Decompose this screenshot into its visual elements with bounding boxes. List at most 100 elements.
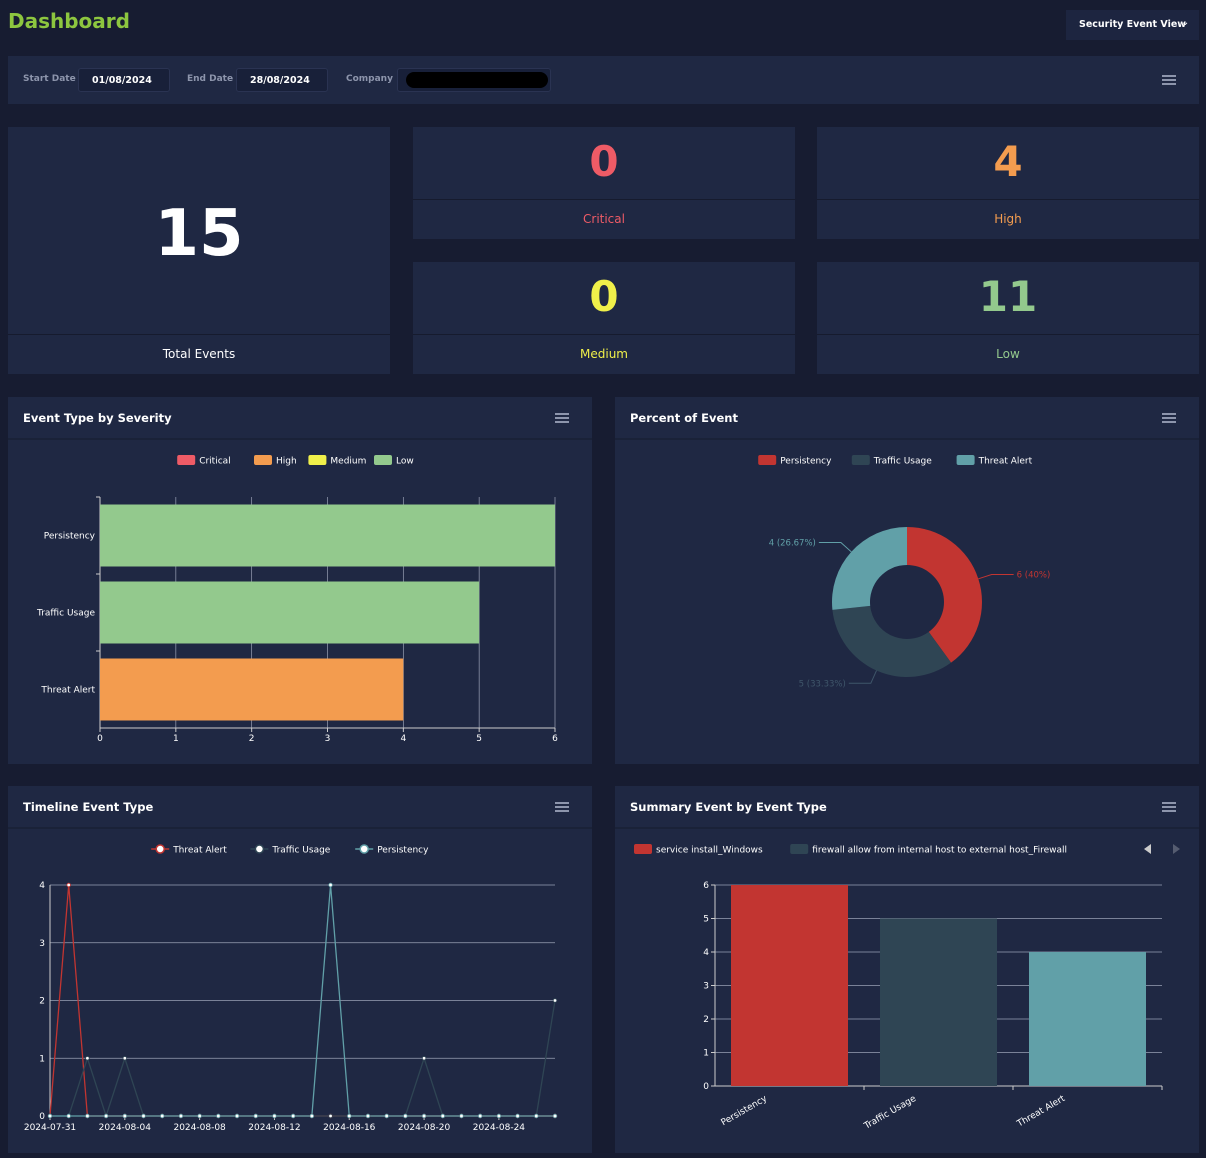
bar — [100, 658, 404, 721]
point — [534, 1113, 539, 1119]
divider — [413, 334, 795, 335]
legend-symbol — [790, 844, 809, 854]
divider — [8, 334, 390, 335]
leader-line — [978, 573, 1014, 580]
series-line — [50, 884, 555, 1117]
x-tick-label: 4 — [400, 734, 406, 744]
pager-prev[interactable] — [1144, 844, 1151, 854]
legend-label: Persistency — [377, 846, 429, 856]
legend-label: Alert Non-Blocke — [1163, 846, 1199, 856]
stat-card: 15 Total Events — [8, 127, 390, 374]
chart-title: Percent of Event — [630, 411, 738, 425]
stat-card: 11 Low — [817, 262, 1199, 374]
company-input[interactable] — [397, 68, 551, 92]
leader-line — [818, 541, 852, 553]
y-tick-label: Persistency — [44, 532, 96, 542]
y-tick-label: 0 — [703, 1082, 709, 1092]
x-tick-label: 2024-08-04 — [99, 1123, 152, 1133]
chart-title: Event Type by Severity — [23, 411, 172, 425]
point — [197, 1113, 202, 1119]
date-input[interactable]: 01/08/2024 — [78, 68, 170, 92]
legend-symbol — [155, 844, 165, 854]
chart-panel: Percent of Event Persistency Traffic Usage… — [615, 397, 1199, 764]
point — [66, 1113, 71, 1119]
x-tick-label: 2 — [249, 734, 255, 744]
stat-label: Medium — [580, 347, 628, 361]
point — [234, 1113, 240, 1119]
point — [421, 1113, 427, 1119]
view-select-text: Security Event View — [1079, 19, 1187, 30]
point — [347, 1113, 352, 1119]
chart: Event Type by Severity Critical High Medium… — [8, 411, 592, 744]
legend-label: Critical — [199, 457, 230, 467]
stat-label: High — [994, 212, 1022, 226]
point — [440, 1113, 445, 1119]
point — [403, 1113, 408, 1119]
page-title: Dashboard — [8, 9, 130, 33]
point — [328, 882, 333, 888]
menu-icon[interactable] — [1162, 413, 1176, 423]
bar — [100, 504, 555, 567]
legend-symbol — [374, 455, 392, 465]
redaction — [406, 72, 548, 88]
x-tick-label: 6 — [552, 734, 558, 744]
point — [178, 1113, 184, 1119]
legend-label: service install_Windows — [656, 846, 763, 856]
point — [328, 1113, 333, 1119]
point — [421, 1056, 427, 1061]
point — [552, 1113, 558, 1119]
bar — [880, 918, 997, 1086]
stat-value: 0 — [589, 272, 619, 321]
chart-panel: Timeline Event Type Threat Alert Traffic U… — [8, 786, 592, 1153]
legend-symbol — [254, 455, 272, 465]
legend-label: firewall allow from internal host to ext… — [812, 846, 1067, 856]
chart-panel: Summary Event by Event Type service insta… — [615, 786, 1199, 1153]
x-tick-label: 0 — [97, 734, 103, 744]
point — [85, 1113, 90, 1119]
legend-symbol — [308, 455, 327, 465]
x-tick-label: 2024-08-24 — [473, 1123, 526, 1133]
y-tick-label: 1 — [703, 1049, 709, 1059]
stat-value: 11 — [978, 272, 1038, 321]
bar — [100, 581, 480, 644]
date-input[interactable]: 28/08/2024 — [236, 68, 328, 92]
point — [160, 1113, 165, 1119]
filter-bar: Start Date 01/08/2024 End Date 28/08/202… — [8, 56, 1199, 104]
y-tick-label: Threat Alert — [40, 686, 95, 696]
point — [85, 1056, 90, 1061]
y-tick-label: 1 — [39, 1054, 45, 1064]
x-tick-label: 2024-08-16 — [323, 1123, 376, 1133]
y-tick-label: Traffic Usage — [36, 609, 95, 619]
point — [384, 1113, 389, 1119]
menu-icon[interactable] — [555, 413, 569, 423]
point — [515, 1113, 520, 1119]
stat-value: 0 — [589, 137, 619, 186]
data-label: 5 (33.33%) — [799, 679, 846, 689]
menu-icon[interactable] — [1162, 802, 1176, 812]
menu-icon[interactable] — [555, 802, 569, 812]
y-tick-label: 6 — [703, 881, 709, 891]
filter-label: End Date — [187, 74, 234, 84]
chart-panel: Event Type by Severity Critical High Medium… — [8, 397, 592, 764]
menu-icon[interactable] — [1162, 75, 1176, 85]
leader-line — [848, 670, 877, 684]
pager-next[interactable] — [1173, 844, 1180, 854]
divider — [817, 334, 1199, 335]
legend-label: Medium — [330, 457, 366, 467]
view-select[interactable]: Security Event View ⌄ — [1066, 10, 1199, 40]
point — [122, 1113, 128, 1119]
point — [272, 1113, 277, 1119]
stat-value: 15 — [154, 197, 244, 271]
legend: service install_Windows firewall allow fr… — [634, 844, 1199, 856]
point — [459, 1113, 464, 1119]
point — [47, 1113, 53, 1119]
point — [103, 1113, 109, 1119]
x-tick-label: 2024-07-31 — [24, 1123, 76, 1133]
legend-symbol — [758, 455, 777, 465]
chart: Timeline Event Type Threat Alert Traffic U… — [8, 800, 592, 1133]
stat-card: 0 Critical — [413, 127, 795, 239]
x-tick-label: Persistency — [720, 1094, 770, 1129]
y-tick-label: 4 — [39, 881, 45, 891]
point — [253, 1113, 258, 1119]
